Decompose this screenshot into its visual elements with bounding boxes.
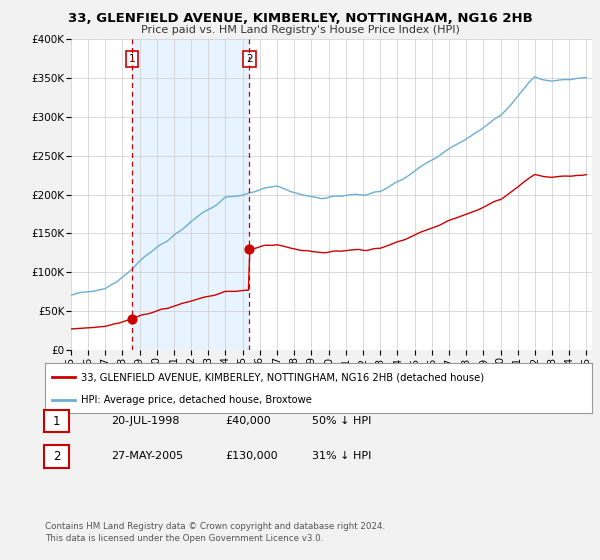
Text: £40,000: £40,000 <box>225 416 271 426</box>
Text: 1: 1 <box>53 414 60 428</box>
Text: 50% ↓ HPI: 50% ↓ HPI <box>312 416 371 426</box>
Text: 2: 2 <box>246 54 253 64</box>
Point <box>245 245 254 254</box>
Text: 33, GLENFIELD AVENUE, KIMBERLEY, NOTTINGHAM, NG16 2HB (detached house): 33, GLENFIELD AVENUE, KIMBERLEY, NOTTING… <box>80 372 484 382</box>
Text: 33, GLENFIELD AVENUE, KIMBERLEY, NOTTINGHAM, NG16 2HB: 33, GLENFIELD AVENUE, KIMBERLEY, NOTTING… <box>68 12 532 25</box>
Text: 1: 1 <box>128 54 135 64</box>
Bar <box>132 39 250 350</box>
Text: Contains HM Land Registry data © Crown copyright and database right 2024.
This d: Contains HM Land Registry data © Crown c… <box>45 522 385 543</box>
Text: 31% ↓ HPI: 31% ↓ HPI <box>312 451 371 461</box>
Point <box>127 315 137 324</box>
Text: 2: 2 <box>53 450 60 463</box>
Text: £130,000: £130,000 <box>225 451 278 461</box>
Text: 20-JUL-1998: 20-JUL-1998 <box>111 416 179 426</box>
Text: HPI: Average price, detached house, Broxtowe: HPI: Average price, detached house, Brox… <box>80 395 311 405</box>
Text: Price paid vs. HM Land Registry's House Price Index (HPI): Price paid vs. HM Land Registry's House … <box>140 25 460 35</box>
Text: 27-MAY-2005: 27-MAY-2005 <box>111 451 183 461</box>
